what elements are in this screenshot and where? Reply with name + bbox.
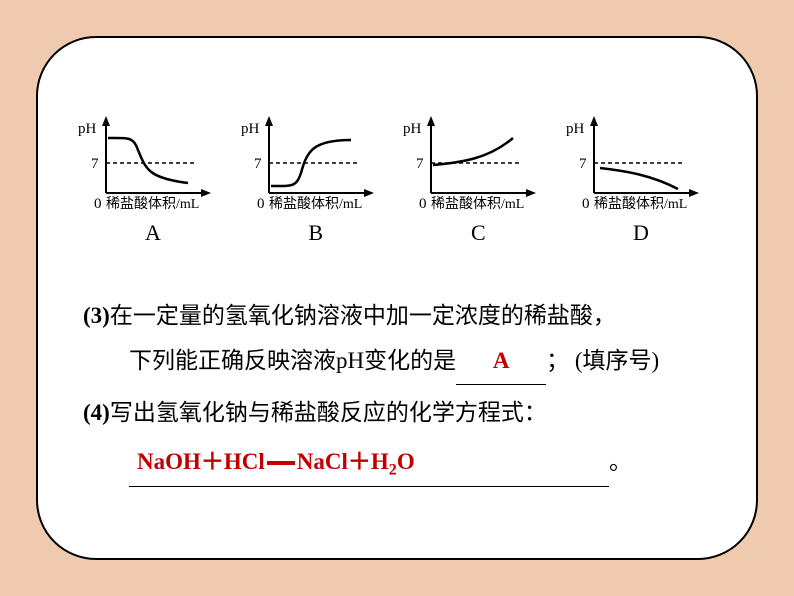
svg-text:稀盐酸体积/mL: 稀盐酸体积/mL bbox=[431, 196, 524, 212]
curve-A bbox=[108, 138, 188, 183]
svg-text:0: 0 bbox=[419, 196, 427, 212]
curve-C bbox=[433, 138, 513, 165]
q4-line1: 写出氢氧化钠与稀盐酸反应的化学方程式： bbox=[110, 400, 547, 425]
equals-sign bbox=[267, 461, 295, 465]
chart-B-svg: pH 7 0 稀盐酸体积/mL bbox=[241, 113, 391, 213]
charts-row: pH 7 0 稀盐酸体积/mL A pH 7 0 bbox=[73, 113, 721, 246]
chart-C: pH 7 0 稀盐酸体积/mL C bbox=[398, 113, 558, 246]
q3-prefix: (3) bbox=[83, 303, 110, 328]
q4-period: 。 bbox=[609, 449, 632, 474]
chart-D: pH 7 0 稀盐酸体积/mL D bbox=[561, 113, 721, 246]
chart-D-svg: pH 7 0 稀盐酸体积/mL bbox=[566, 113, 716, 213]
q3-line2c: 变化的是 bbox=[364, 348, 456, 373]
chart-label-D: D bbox=[561, 220, 721, 246]
q3-line1: 在一定量的氢氧化钠溶液中加一定浓度的稀盐酸， bbox=[110, 303, 616, 328]
svg-text:7: 7 bbox=[579, 156, 587, 172]
svg-text:0: 0 bbox=[257, 196, 265, 212]
chart-B: pH 7 0 稀盐酸体积/mL B bbox=[236, 113, 396, 246]
svg-text:pH: pH bbox=[566, 121, 585, 137]
q4-prefix: (4) bbox=[83, 400, 110, 425]
svg-text:pH: pH bbox=[403, 121, 422, 137]
question-3: (3)在一定量的氢氧化钠溶液中加一定浓度的稀盐酸， 下列能正确反映溶液pH变化的… bbox=[83, 294, 711, 385]
svg-text:7: 7 bbox=[254, 156, 262, 172]
q4-blank: NaOH＋HClNaCl＋H2O bbox=[129, 440, 609, 487]
svg-text:0: 0 bbox=[582, 196, 590, 212]
svg-text:稀盐酸体积/mL: 稀盐酸体积/mL bbox=[594, 196, 687, 212]
q3-answer: A bbox=[493, 348, 510, 373]
chart-C-svg: pH 7 0 稀盐酸体积/mL bbox=[403, 113, 553, 213]
q3-blank: A bbox=[456, 339, 546, 385]
q3-tail: ； (填序号) bbox=[546, 348, 659, 373]
body-text: (3)在一定量的氢氧化钠溶液中加一定浓度的稀盐酸， 下列能正确反映溶液pH变化的… bbox=[73, 294, 721, 487]
xlabel: 稀盐酸体积/mL bbox=[106, 196, 199, 212]
chart-label-C: C bbox=[398, 220, 558, 246]
svg-text:稀盐酸体积/mL: 稀盐酸体积/mL bbox=[269, 196, 362, 212]
q3-ph: pH bbox=[336, 348, 364, 373]
curve-D bbox=[600, 168, 678, 189]
question-4: (4)写出氢氧化钠与稀盐酸反应的化学方程式： NaOH＋HClNaCl＋H2O 。 bbox=[83, 391, 711, 487]
q3-line2a: 下列能正确反映溶液 bbox=[129, 348, 336, 373]
chart-label-A: A bbox=[73, 220, 233, 246]
ytick-7: 7 bbox=[91, 156, 99, 172]
chart-label-B: B bbox=[236, 220, 396, 246]
chart-A-svg: pH 7 0 稀盐酸体积/mL bbox=[78, 113, 228, 213]
svg-text:7: 7 bbox=[416, 156, 424, 172]
q4-equation: NaOH＋HClNaCl＋H2O bbox=[137, 449, 415, 474]
origin: 0 bbox=[94, 196, 102, 212]
svg-text:pH: pH bbox=[241, 121, 260, 137]
content-card: pH 7 0 稀盐酸体积/mL A pH 7 0 bbox=[36, 36, 758, 560]
ylabel: pH bbox=[78, 121, 97, 137]
chart-A: pH 7 0 稀盐酸体积/mL A bbox=[73, 113, 233, 246]
